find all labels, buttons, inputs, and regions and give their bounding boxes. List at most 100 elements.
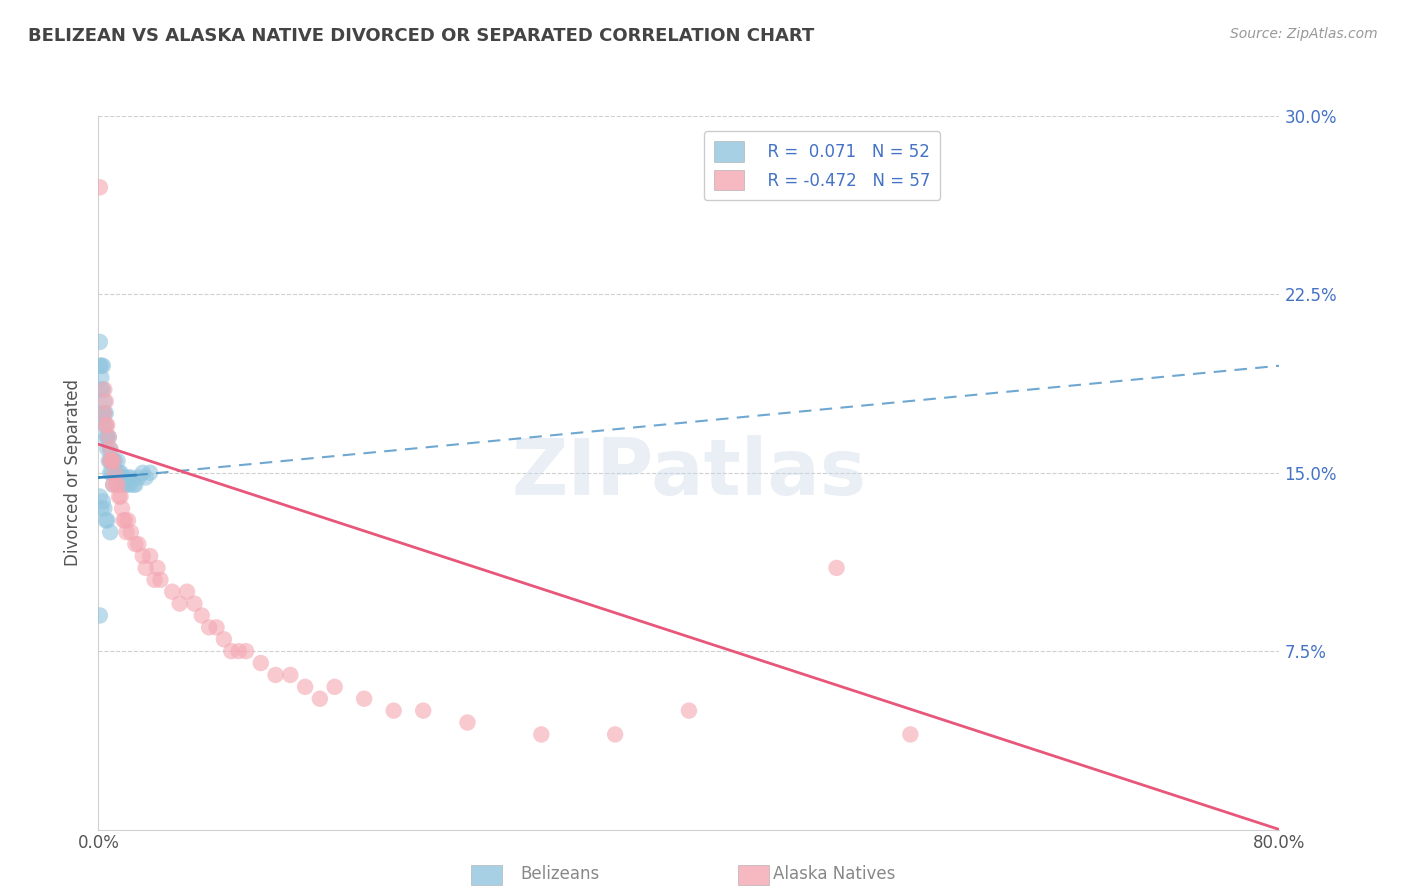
Point (91, 406, 114, 420)
Point (97, 430, 120, 444)
Point (93, 406, 115, 420)
Point (111, 470, 134, 484)
Point (135, 470, 157, 484)
Point (117, 470, 139, 484)
Point (382, 704, 405, 718)
Point (114, 477, 136, 491)
Point (98, 525, 121, 540)
Point (198, 620, 221, 634)
Point (115, 477, 138, 491)
Point (124, 537, 146, 551)
Point (107, 477, 129, 491)
Point (89, 180, 111, 194)
Point (93, 418, 115, 433)
Point (94, 513, 117, 527)
Point (110, 466, 132, 480)
Point (118, 477, 141, 491)
Point (90, 370, 112, 384)
Point (91, 383, 114, 397)
Point (127, 470, 149, 484)
Point (530, 727, 553, 741)
Point (278, 668, 302, 682)
Point (162, 584, 183, 599)
Point (139, 466, 162, 480)
Text: ZIPatlas: ZIPatlas (512, 434, 866, 511)
Point (105, 466, 128, 480)
Point (94, 418, 117, 433)
Point (117, 513, 139, 527)
Text: Source: ZipAtlas.com: Source: ZipAtlas.com (1230, 27, 1378, 41)
Point (89, 608, 111, 623)
Point (90, 383, 112, 397)
Point (91, 494, 114, 508)
Point (96, 430, 118, 444)
Point (122, 477, 145, 491)
Point (110, 490, 132, 504)
Point (110, 477, 132, 491)
Point (90, 359, 112, 373)
Point (228, 644, 250, 658)
Y-axis label: Divorced or Separated: Divorced or Separated (65, 379, 83, 566)
Point (100, 454, 122, 468)
Point (96, 418, 118, 433)
Point (108, 466, 131, 480)
Point (96, 513, 118, 527)
Point (91, 359, 114, 373)
Point (112, 470, 135, 484)
Point (98, 454, 121, 468)
Point (353, 691, 375, 706)
Point (183, 597, 205, 611)
Point (219, 644, 242, 658)
Point (89, 359, 111, 373)
Point (132, 466, 155, 480)
Point (456, 715, 478, 730)
Point (96, 442, 118, 456)
Point (105, 477, 128, 491)
Point (205, 620, 228, 634)
Point (94, 394, 117, 409)
Point (93, 501, 115, 516)
Point (146, 561, 169, 575)
Point (103, 454, 125, 468)
Text: BELIZEAN VS ALASKA NATIVE DIVORCED OR SEPARATED CORRELATION CHART: BELIZEAN VS ALASKA NATIVE DIVORCED OR SE… (28, 27, 814, 45)
Point (100, 454, 122, 468)
Point (104, 466, 127, 480)
Point (98, 466, 121, 480)
Point (191, 608, 214, 623)
Text: Belizeans: Belizeans (520, 865, 599, 883)
Point (212, 632, 235, 647)
Point (115, 525, 138, 540)
Point (93, 383, 115, 397)
Point (264, 668, 287, 682)
Point (250, 656, 273, 670)
Point (98, 442, 121, 456)
Point (103, 477, 125, 491)
Point (103, 477, 125, 491)
Text: Alaska Natives: Alaska Natives (773, 865, 896, 883)
Point (323, 680, 346, 694)
Point (100, 466, 122, 480)
Point (103, 454, 125, 468)
Point (97, 454, 120, 468)
Point (139, 549, 162, 563)
Point (89, 490, 111, 504)
Point (98, 442, 121, 456)
Point (90, 501, 112, 516)
Point (94, 430, 117, 444)
Point (135, 561, 157, 575)
Point (678, 704, 700, 718)
Point (112, 513, 135, 527)
Point (111, 501, 134, 516)
Point (169, 597, 191, 611)
Point (108, 490, 131, 504)
Point (132, 549, 155, 563)
Point (98, 454, 121, 468)
Point (294, 680, 316, 694)
Point (89, 334, 111, 349)
Point (235, 644, 257, 658)
Point (114, 513, 136, 527)
Point (93, 406, 115, 420)
Point (120, 525, 142, 540)
Point (127, 537, 149, 551)
Point (94, 418, 117, 433)
